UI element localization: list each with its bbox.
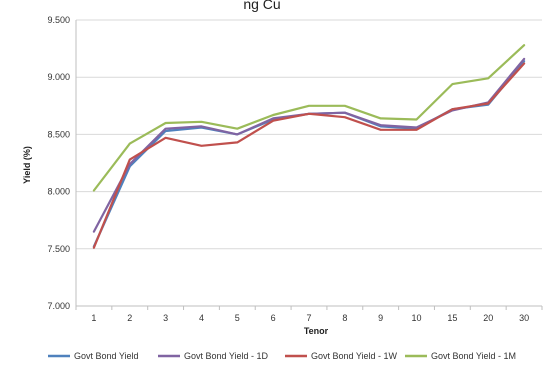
x-tick-label: 3 <box>163 313 168 323</box>
x-tick-label: 6 <box>271 313 276 323</box>
legend-label: Govt Bond Yield - 1W <box>311 351 398 361</box>
gridlines <box>76 19 542 250</box>
y-tick-label: 9.500 <box>47 15 70 25</box>
legend: Govt Bond Yield Govt Bond Yield - 1D Govt … <box>48 351 516 361</box>
series-line-3 <box>92 62 526 249</box>
x-tick-label: 2 <box>127 313 132 323</box>
legend-label: Govt Bond Yield <box>74 351 139 361</box>
x-tick-label: 7 <box>306 313 311 323</box>
x-tick-label: 5 <box>235 313 240 323</box>
axes: 7.000 7.500 8.000 8.500 9.000 9.500 1 2 3 4 5 6 7 8 9 1… <box>47 15 543 323</box>
y-tick-label: 7.000 <box>47 301 70 311</box>
legend-label: Govt Bond Yield - 1D <box>184 351 269 361</box>
x-tick-label: 1 <box>91 313 96 323</box>
series-lines <box>92 44 526 249</box>
y-tick-label: 9.000 <box>47 72 70 82</box>
x-tick-label: 30 <box>519 313 529 323</box>
x-tick-label: 8 <box>342 313 347 323</box>
chart-title: ng Cu <box>243 0 280 12</box>
x-tick-label: 4 <box>199 313 204 323</box>
x-tick-label: 20 <box>483 313 493 323</box>
y-tick-label: 8.500 <box>47 129 70 139</box>
x-axis-title: Tenor <box>304 326 329 336</box>
x-tick-label: 9 <box>378 313 383 323</box>
y-tick-label: 7.500 <box>47 244 70 254</box>
series-line-4 <box>92 44 526 192</box>
y-tick-label: 8.000 <box>47 187 70 197</box>
legend-label: Govt Bond Yield - 1M <box>431 351 516 361</box>
y-axis-title: Yield (%) <box>22 146 32 184</box>
x-tick-label: 15 <box>447 313 457 323</box>
x-tick-label: 10 <box>412 313 422 323</box>
